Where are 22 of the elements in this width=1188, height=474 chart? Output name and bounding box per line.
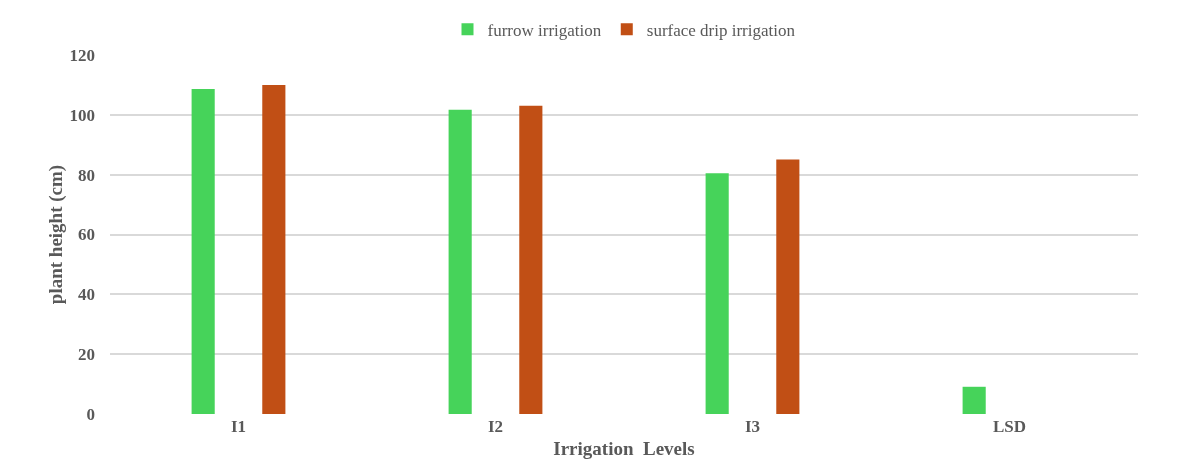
- y-tick-label: 100: [69, 105, 95, 125]
- x-tick-label: I1: [230, 417, 247, 436]
- bar: [705, 173, 729, 414]
- x-axis-title: Irrigation Levels: [553, 437, 695, 459]
- y-tick-label: 120: [69, 45, 95, 65]
- bar: [448, 109, 472, 414]
- x-tick-label: LSD: [992, 417, 1027, 436]
- y-tick-label: 20: [78, 345, 95, 365]
- legend-label: surface drip irrigation: [646, 21, 796, 40]
- x-tick-label: I3: [744, 417, 761, 436]
- bar: [262, 84, 286, 414]
- bar: [776, 159, 800, 414]
- legend-label: furrow irrigation: [487, 21, 602, 40]
- bar: [519, 105, 543, 414]
- y-axis-title: plant height (cm): [45, 164, 67, 305]
- y-tick-label: 60: [78, 225, 95, 245]
- y-tick-label: 40: [78, 285, 95, 305]
- bar: [962, 386, 986, 414]
- bar: [191, 89, 215, 414]
- y-tick-label: 0: [86, 404, 95, 424]
- y-tick-label: 80: [78, 165, 95, 185]
- x-tick-label: I2: [487, 417, 504, 436]
